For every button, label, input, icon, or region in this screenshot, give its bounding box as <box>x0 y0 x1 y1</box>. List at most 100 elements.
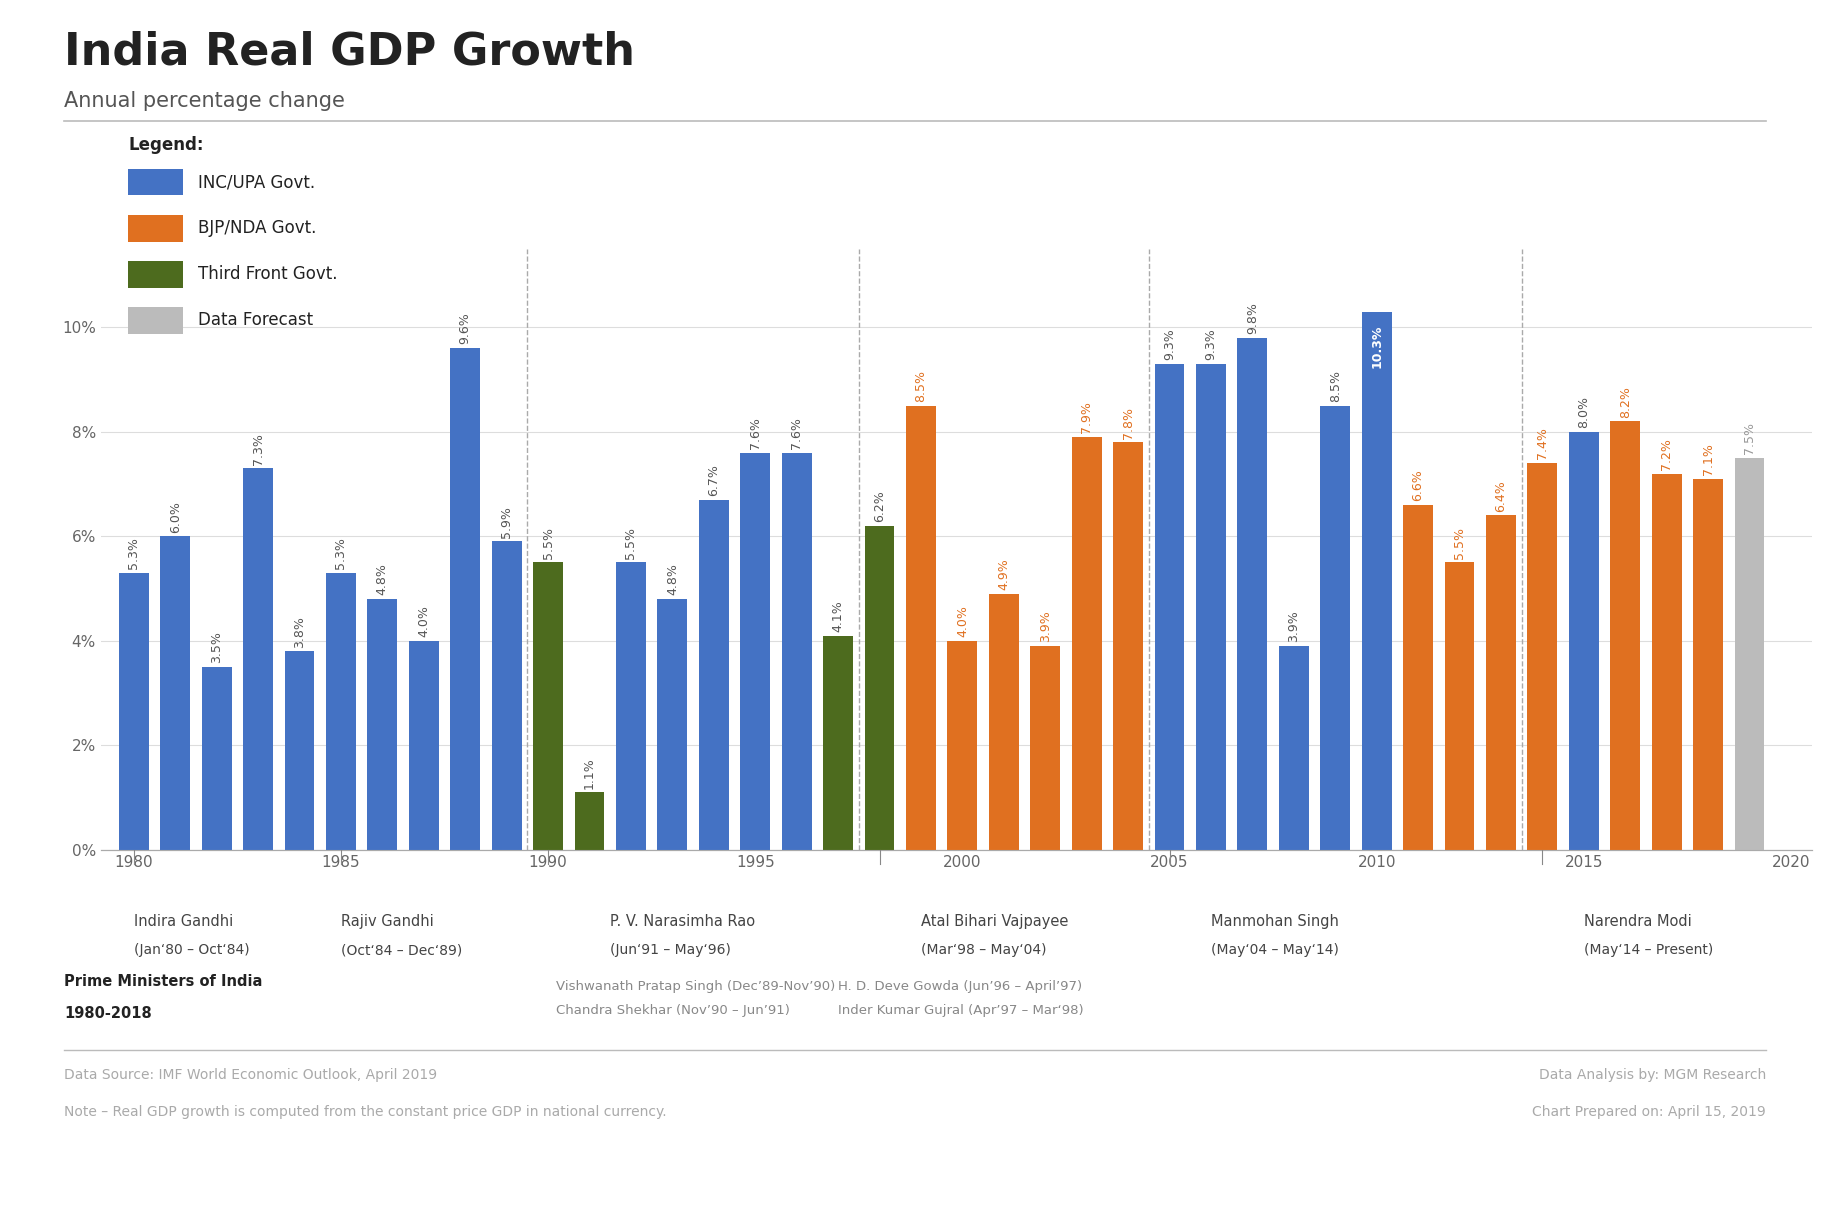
Text: 4.8%: 4.8% <box>375 563 388 595</box>
Bar <box>1652 473 1682 850</box>
Bar <box>1610 421 1640 850</box>
Text: 7.8%: 7.8% <box>1122 407 1135 438</box>
Bar <box>906 405 935 850</box>
Bar <box>408 641 439 850</box>
Text: 5.5%: 5.5% <box>624 527 637 558</box>
Bar <box>1528 463 1557 850</box>
Bar <box>657 599 688 850</box>
Text: 6.6%: 6.6% <box>1411 470 1424 501</box>
Text: (May‘04 – May‘14): (May‘04 – May‘14) <box>1211 943 1340 958</box>
Text: Atal Bihari Vajpayee: Atal Bihari Vajpayee <box>920 914 1069 929</box>
Bar <box>285 651 315 850</box>
Bar <box>492 541 522 850</box>
Text: Prime Ministers of India: Prime Ministers of India <box>64 974 262 988</box>
Text: 3.9%: 3.9% <box>1039 611 1052 642</box>
Text: India Real GDP Growth: India Real GDP Growth <box>64 30 635 73</box>
Text: 3.5%: 3.5% <box>210 631 223 663</box>
Text: Chandra Shekhar (Nov’90 – Jun’91): Chandra Shekhar (Nov’90 – Jun’91) <box>556 1004 791 1017</box>
Text: 9.3%: 9.3% <box>1204 329 1217 361</box>
Bar <box>988 594 1019 850</box>
Text: 7.6%: 7.6% <box>748 418 761 449</box>
Text: 1980-2018: 1980-2018 <box>64 1006 152 1021</box>
Bar <box>864 526 895 850</box>
Bar <box>533 562 564 850</box>
Text: (Jun‘91 – May‘96): (Jun‘91 – May‘96) <box>609 943 732 958</box>
Text: 3.8%: 3.8% <box>293 615 306 647</box>
Bar <box>201 666 232 850</box>
Bar <box>617 562 646 850</box>
Text: 8.5%: 8.5% <box>1329 370 1341 402</box>
Text: (Oct‘84 – Dec‘89): (Oct‘84 – Dec‘89) <box>340 943 463 958</box>
Bar <box>1735 458 1764 850</box>
Bar <box>1113 442 1144 850</box>
Bar <box>1444 562 1475 850</box>
Text: 4.9%: 4.9% <box>997 558 1010 590</box>
Bar <box>741 453 770 850</box>
Text: 7.5%: 7.5% <box>1742 422 1757 454</box>
Text: 8.2%: 8.2% <box>1620 386 1632 418</box>
Text: Rajiv Gandhi: Rajiv Gandhi <box>340 914 434 929</box>
Bar <box>1237 337 1268 850</box>
Text: 9.8%: 9.8% <box>1246 302 1259 334</box>
Text: (Jan‘80 – Oct‘84): (Jan‘80 – Oct‘84) <box>134 943 249 958</box>
Text: Inder Kumar Gujral (Apr’97 – Mar‘98): Inder Kumar Gujral (Apr’97 – Mar‘98) <box>838 1004 1083 1017</box>
Bar <box>243 469 273 850</box>
Text: INC/UPA Govt.: INC/UPA Govt. <box>198 174 315 191</box>
Text: (May‘14 – Present): (May‘14 – Present) <box>1583 943 1713 958</box>
Text: 7.4%: 7.4% <box>1535 427 1548 459</box>
Text: 6.2%: 6.2% <box>873 490 886 522</box>
Text: 5.5%: 5.5% <box>542 527 554 558</box>
Text: 9.6%: 9.6% <box>459 313 472 345</box>
Text: Manmohan Singh: Manmohan Singh <box>1211 914 1340 929</box>
Text: H. D. Deve Gowda (Jun’96 – April’97): H. D. Deve Gowda (Jun’96 – April’97) <box>838 980 1082 993</box>
Text: 7.9%: 7.9% <box>1080 402 1093 433</box>
Bar <box>161 537 190 850</box>
Text: 1.1%: 1.1% <box>584 756 597 789</box>
Text: 4.1%: 4.1% <box>831 600 845 632</box>
Bar <box>699 500 728 850</box>
Text: 7.6%: 7.6% <box>791 418 803 449</box>
Text: 5.3%: 5.3% <box>335 538 348 569</box>
Bar <box>948 641 977 850</box>
Text: Narendra Modi: Narendra Modi <box>1583 914 1691 929</box>
Text: 7.2%: 7.2% <box>1660 438 1673 470</box>
Text: 10.3%: 10.3% <box>1371 324 1383 368</box>
Bar <box>1030 646 1060 850</box>
Text: Vishwanath Pratap Singh (Dec’89-Nov’90): Vishwanath Pratap Singh (Dec’89-Nov’90) <box>556 980 836 993</box>
Text: 6.4%: 6.4% <box>1495 480 1508 512</box>
Text: Indira Gandhi: Indira Gandhi <box>134 914 232 929</box>
Text: Data Forecast: Data Forecast <box>198 312 313 329</box>
Text: 5.9%: 5.9% <box>500 506 512 538</box>
Bar <box>1319 405 1351 850</box>
Text: 3.9%: 3.9% <box>1286 611 1301 642</box>
Text: 8.5%: 8.5% <box>915 370 928 402</box>
Text: BJP/NDA Govt.: BJP/NDA Govt. <box>198 220 317 237</box>
Bar <box>368 599 397 850</box>
Text: Legend:: Legend: <box>128 136 203 154</box>
Bar <box>781 453 811 850</box>
Bar <box>1197 364 1226 850</box>
Text: 6.0%: 6.0% <box>168 500 181 533</box>
Text: Note – Real GDP growth is computed from the constant price GDP in national curre: Note – Real GDP growth is computed from … <box>64 1105 666 1119</box>
Text: Chart Prepared on: April 15, 2019: Chart Prepared on: April 15, 2019 <box>1532 1105 1766 1119</box>
Bar <box>1155 364 1184 850</box>
Text: 8.0%: 8.0% <box>1577 396 1590 429</box>
Bar <box>1072 437 1102 850</box>
Text: 6.7%: 6.7% <box>708 464 721 497</box>
Text: Annual percentage change: Annual percentage change <box>64 91 344 110</box>
Text: (Mar‘98 – May‘04): (Mar‘98 – May‘04) <box>920 943 1047 958</box>
Bar <box>450 348 479 850</box>
Text: 4.8%: 4.8% <box>666 563 679 595</box>
Text: Data Analysis by: MGM Research: Data Analysis by: MGM Research <box>1539 1068 1766 1083</box>
Bar <box>1404 505 1433 850</box>
Text: 9.3%: 9.3% <box>1164 329 1177 361</box>
Bar <box>326 573 355 850</box>
Bar <box>824 636 853 850</box>
Text: 5.5%: 5.5% <box>1453 527 1466 558</box>
Bar <box>1279 646 1308 850</box>
Text: 7.1%: 7.1% <box>1702 443 1715 475</box>
Text: 4.0%: 4.0% <box>417 606 430 637</box>
Text: P. V. Narasimha Rao: P. V. Narasimha Rao <box>609 914 756 929</box>
Bar <box>1693 478 1724 850</box>
Text: Third Front Govt.: Third Front Govt. <box>198 266 337 283</box>
